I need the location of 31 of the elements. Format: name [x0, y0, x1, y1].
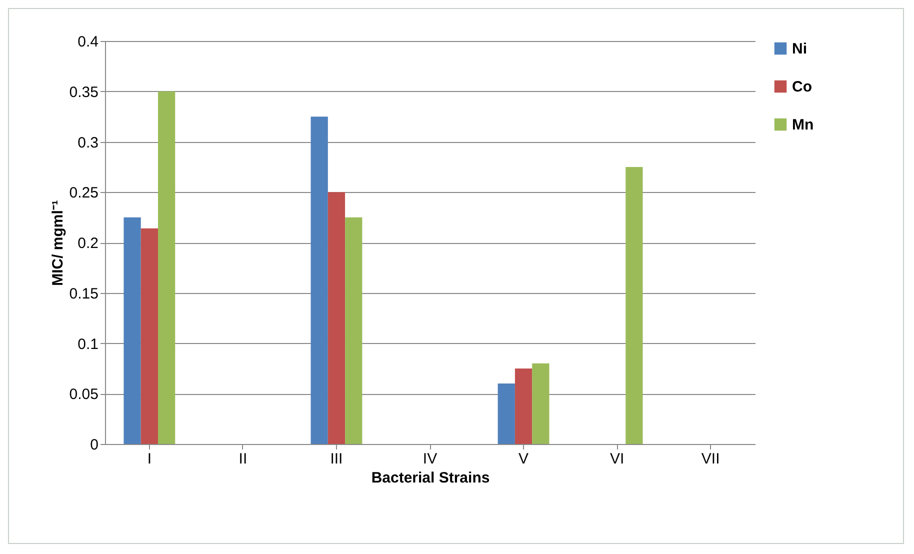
y-tick-label: 0.4	[78, 34, 98, 50]
legend-label: Co	[792, 78, 812, 96]
bar	[328, 192, 346, 444]
x-tick-label: III	[330, 450, 343, 468]
y-tick-label: 0.3	[78, 134, 98, 152]
bar	[514, 368, 532, 444]
bar	[626, 166, 643, 444]
x-tick-label: VII	[701, 450, 720, 468]
bar	[310, 116, 328, 444]
y-tick-label: 0.35	[69, 84, 98, 101]
legend-label: Ni	[792, 40, 807, 58]
y-tick-label: 0.05	[69, 386, 98, 404]
y-tick-label: 0.25	[69, 184, 98, 202]
legend-label: Mn	[792, 116, 814, 134]
bar	[158, 91, 176, 444]
x-axis-title: Bacterial Strains	[371, 470, 490, 486]
bar	[498, 384, 515, 444]
x-tick-label: II	[238, 450, 248, 468]
x-tick-label: IV	[422, 450, 438, 468]
y-tick-label: 0.1	[78, 336, 98, 353]
y-tick-label: 0.15	[69, 285, 98, 302]
y-tick-label: 0	[90, 436, 98, 454]
bar	[532, 363, 550, 444]
bar	[140, 228, 158, 444]
x-tick-label: VI	[610, 450, 624, 468]
x-tick-label: V	[518, 450, 529, 468]
y-tick-label: 0.2	[78, 235, 98, 252]
x-tick-label: I	[147, 450, 152, 468]
y-axis-title: MIC/ mgml⁻¹	[49, 200, 66, 286]
bar	[124, 217, 141, 444]
bar	[345, 217, 362, 444]
